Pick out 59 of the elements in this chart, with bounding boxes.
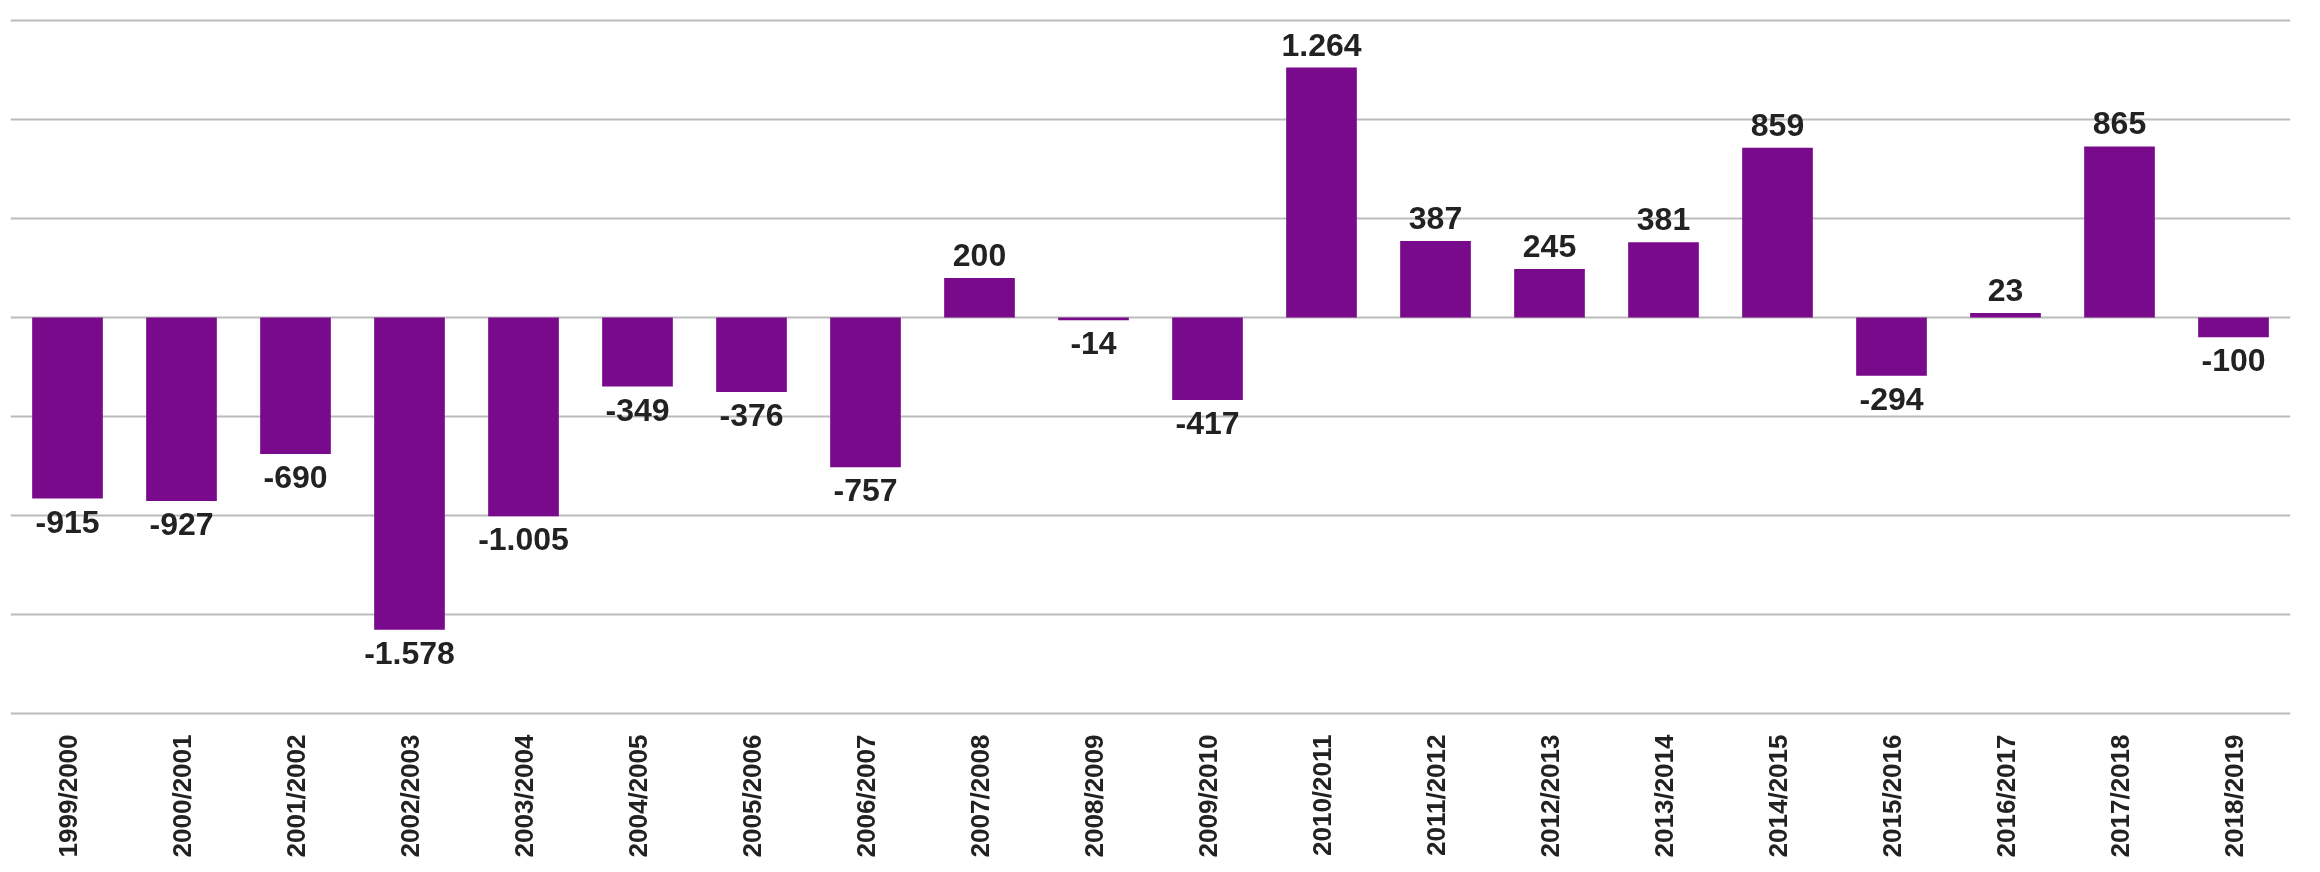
bar [1856,317,1927,376]
x-tick-label: 2003/2004 [508,733,539,858]
bar [146,317,217,501]
x-tick-label: 2012/2013 [1534,734,1565,858]
x-tick-label: 2009/2010 [1192,734,1223,858]
data-label: -915 [35,503,100,540]
bar [602,317,673,387]
bar [830,317,901,468]
bar [1970,313,2041,318]
bar [1628,242,1699,318]
x-tick-label: 2002/2003 [394,734,425,858]
data-label: -100 [2201,342,2266,379]
bar [260,317,331,455]
bar [2084,146,2155,318]
data-label: -294 [1859,380,1924,417]
data-label: 200 [952,237,1007,273]
data-label: -417 [1175,405,1240,442]
data-label: -927 [149,505,214,542]
bar [1742,147,1813,318]
bar [374,317,445,630]
data-label: -757 [833,472,898,509]
x-tick-label: 2013/2014 [1648,733,1679,858]
x-tick-label: 2014/2015 [1762,734,1793,858]
x-tick-label: 2004/2005 [622,734,653,858]
bar [1514,269,1585,318]
x-tick-label: 2010/2011 [1306,734,1337,856]
x-tick-label: 2005/2006 [736,734,767,858]
x-tick-label: 2000/2001 [166,734,197,858]
data-label: 859 [1750,106,1805,143]
data-label: -1.005 [478,521,569,558]
data-label: -376 [719,396,784,433]
x-tick-label: 2007/2008 [964,734,995,858]
x-tick-label: 2015/2016 [1876,734,1907,858]
data-label: -690 [263,459,328,496]
data-label: -1.578 [364,634,455,671]
x-tick-label: 2006/2007 [850,734,881,858]
x-tick-label: 2011/2012 [1420,734,1451,856]
bar [32,317,103,499]
x-tick-label: 2016/2017 [1990,734,2021,858]
data-label: 865 [2092,105,2147,142]
data-label: 245 [1522,228,1577,265]
bar [1400,241,1471,318]
x-tick-label: 2008/2009 [1078,734,1109,858]
bar [716,317,787,392]
bar [1172,317,1243,401]
bar [2198,317,2269,338]
bar [488,317,559,517]
x-tick-label: 2001/2002 [280,734,311,858]
x-tick-label: 1999/2000 [52,734,83,858]
data-label: 381 [1636,201,1691,238]
data-label: -349 [605,391,670,428]
x-tick-label: 2018/2019 [2218,734,2249,858]
bar [1286,67,1357,318]
data-label: 1.264 [1281,26,1362,63]
x-tick-label: 2017/2018 [2104,734,2135,858]
data-label: -14 [1070,325,1117,362]
data-label: 23 [1987,272,2024,309]
bar [944,278,1015,318]
data-label: 387 [1408,200,1463,237]
